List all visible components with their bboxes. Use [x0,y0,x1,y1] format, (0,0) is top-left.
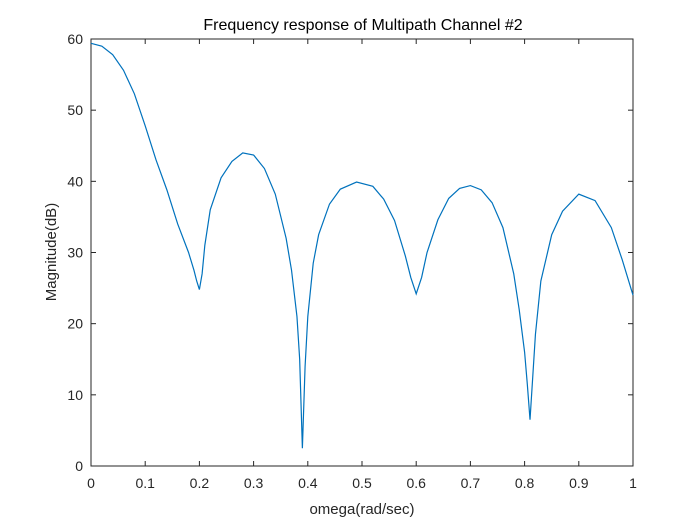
y-tick-label: 60 [67,31,83,47]
y-tick-label: 0 [75,458,83,474]
x-tick-label: 0.9 [569,475,589,491]
x-tick-label: 0.6 [406,475,426,491]
x-tick-label: 0.7 [461,475,481,491]
x-tick-label: 0.4 [298,475,318,491]
y-tick-label: 30 [67,245,83,261]
y-tick-label: 10 [67,387,83,403]
chart-title: Frequency response of Multipath Channel … [203,17,522,34]
x-tick-label: 0.2 [190,475,210,491]
y-axis: 0 10 20 30 40 50 60 [67,31,633,474]
y-tick-label: 40 [67,173,83,189]
x-tick-label: 1 [629,475,637,491]
x-tick-label: 0.1 [135,475,155,491]
x-axis: 0 0.1 0.2 0.3 0.4 0.5 0.6 0.7 0.8 0.9 1 [87,39,637,491]
x-axis-label: omega(rad/sec) [309,501,414,518]
y-tick-label: 20 [67,316,83,332]
x-tick-label: 0.8 [515,475,535,491]
axes-box [90,38,634,467]
y-tick-label: 50 [67,102,83,118]
series-line [90,42,634,449]
x-tick-label: 0 [87,475,95,491]
plot-area: 0 0.1 0.2 0.3 0.4 0.5 0.6 0.7 0.8 0.9 1 0 10 20 30 40 5… [67,31,637,491]
x-tick-label: 0.5 [352,475,372,491]
x-tick-label: 0.3 [244,475,264,491]
y-axis-label: Magnitude(dB) [43,203,60,301]
